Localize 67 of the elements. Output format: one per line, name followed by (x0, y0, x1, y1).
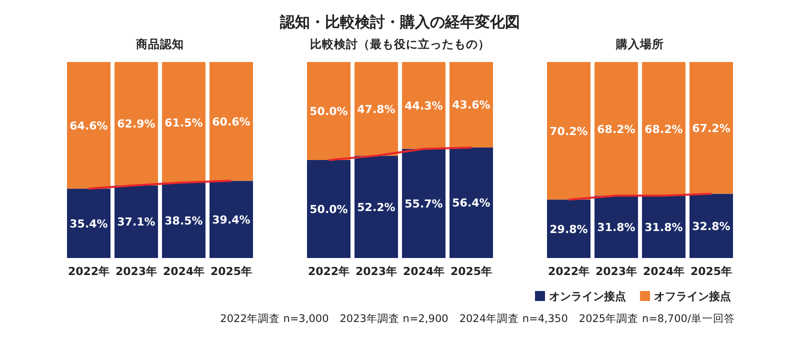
bar (354, 62, 398, 156)
data-label: 52.2% (357, 200, 396, 214)
x-tick-label: 2025年 (690, 265, 732, 278)
legend-label: オフライン接点 (654, 290, 731, 303)
bar (114, 62, 158, 186)
bar (594, 196, 638, 258)
data-label: 67.2% (692, 122, 730, 135)
data-label: 39.4% (212, 213, 250, 226)
x-tick-label: 2022年 (68, 265, 110, 278)
data-label: 38.5% (164, 214, 203, 228)
bar (402, 62, 446, 149)
data-label: 62.9% (117, 118, 156, 131)
bar (354, 156, 398, 258)
bar (210, 180, 253, 258)
bar (114, 185, 158, 258)
data-label: 70.2% (550, 124, 588, 138)
bar (162, 62, 206, 183)
x-tick-label: 2024年 (642, 265, 685, 278)
bar (642, 196, 686, 258)
text: 2022年調査 n=3,000 2023年調査 n=2,900 2024年調査 n=4,350 2025年調査 n=8,700/単一回答 (220, 312, 735, 325)
bar (547, 62, 590, 200)
legend-label: オンライン接点 (549, 290, 626, 303)
data-label: 60.6% (212, 115, 250, 128)
data-label: 61.5% (164, 116, 203, 130)
bar (307, 160, 350, 258)
bar (67, 62, 110, 189)
data-label: 50.0% (310, 203, 348, 216)
data-label: 68.2% (644, 122, 683, 136)
text: 購入場所 (615, 37, 664, 51)
text: 認知・比較検討・購入の経年変化図 (279, 13, 520, 31)
data-label: 50.0% (310, 105, 348, 118)
data-label: 31.8% (597, 220, 636, 234)
x-tick-label: 2022年 (308, 265, 350, 278)
bar (450, 62, 493, 148)
data-label: 64.6% (70, 119, 108, 132)
text: 商品認知 (135, 37, 184, 51)
data-label: 35.4% (70, 217, 108, 230)
bar (690, 62, 733, 194)
x-tick-label: 2024年 (162, 265, 205, 278)
x-tick-label: 2023年 (355, 265, 398, 278)
bar (307, 62, 350, 160)
data-label: 55.7% (404, 197, 443, 210)
bar (450, 147, 493, 258)
bar (67, 188, 110, 258)
bar (642, 62, 686, 196)
data-label: 56.4% (452, 196, 490, 210)
data-label: 44.3% (404, 99, 443, 112)
x-tick-label: 2022年 (548, 265, 590, 278)
data-label: 32.8% (692, 220, 730, 233)
bar (594, 62, 638, 196)
text: 比較検討（最も役に立ったもの） (310, 37, 490, 51)
data-label: 37.1% (117, 216, 156, 229)
bar (162, 182, 206, 258)
bar (210, 62, 253, 181)
data-label: 68.2% (597, 122, 636, 136)
data-label: 47.8% (357, 102, 396, 116)
bar (547, 200, 590, 258)
x-tick-label: 2023年 (115, 265, 158, 278)
x-tick-label: 2025年 (450, 265, 492, 278)
x-tick-label: 2024年 (402, 265, 445, 278)
x-tick-label: 2025年 (210, 265, 252, 278)
x-tick-label: 2023年 (595, 265, 638, 278)
bar (402, 148, 446, 258)
data-label: 43.6% (452, 98, 490, 112)
data-label: 29.8% (550, 222, 588, 236)
data-label: 31.8% (644, 220, 683, 234)
bar (690, 194, 733, 258)
